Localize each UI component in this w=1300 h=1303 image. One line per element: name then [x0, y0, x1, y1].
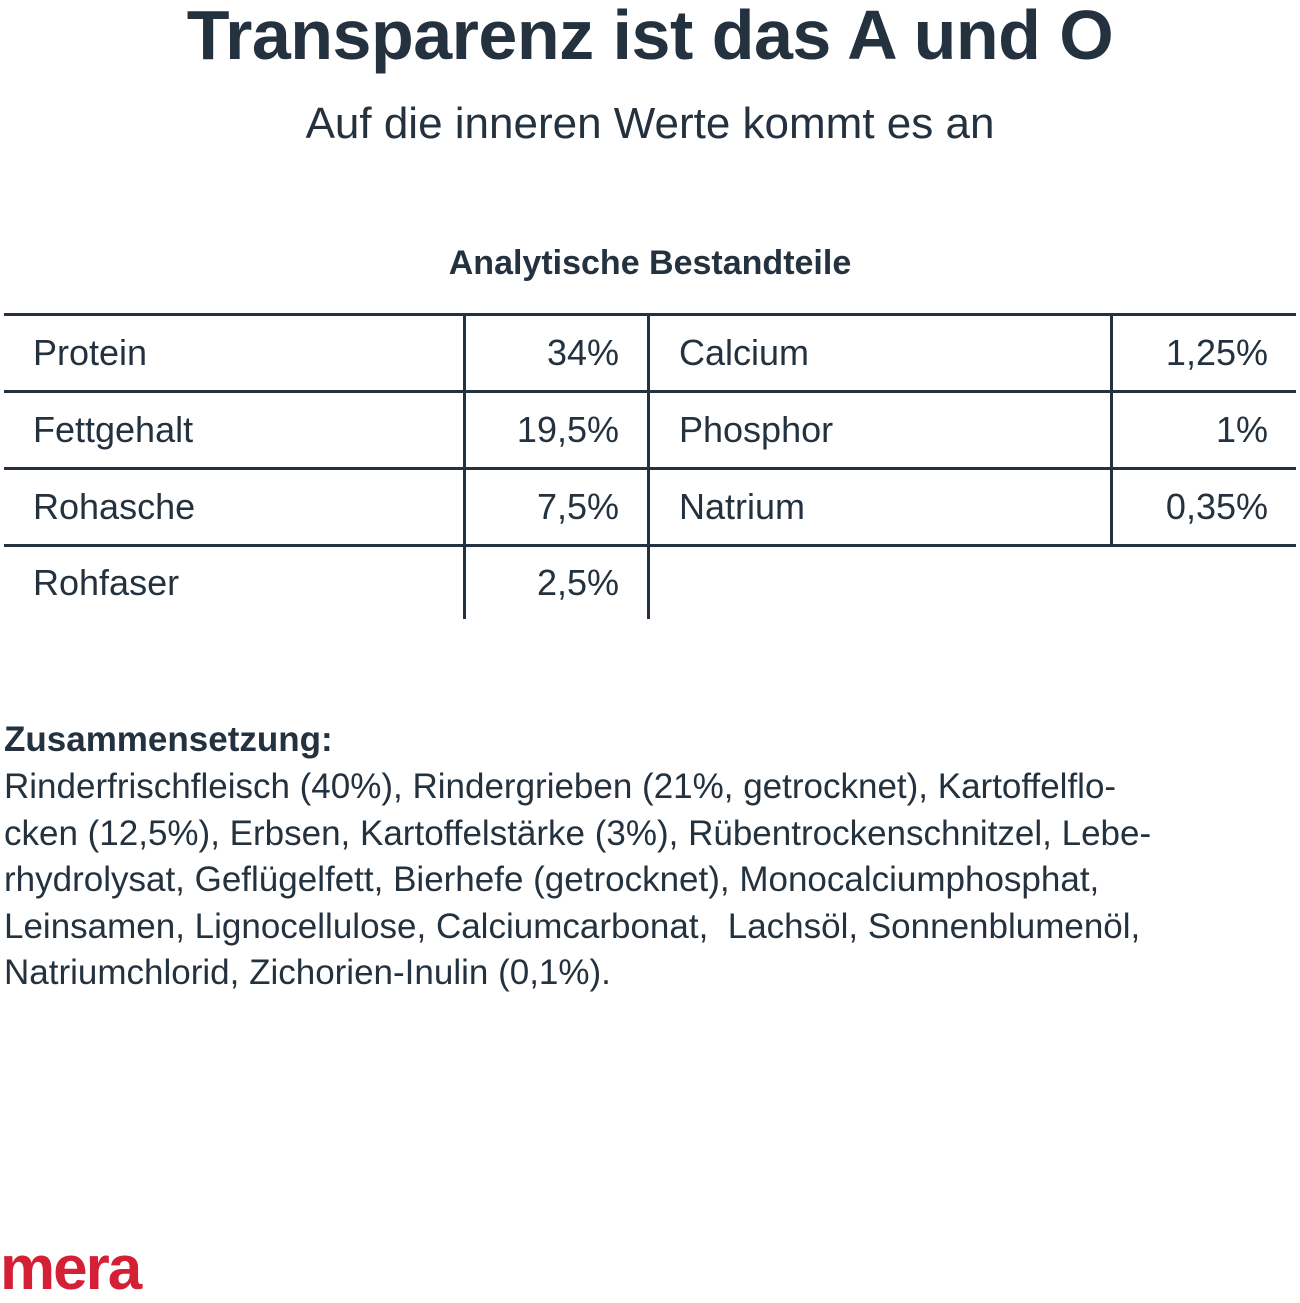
nutrient-label: Fettgehalt [4, 393, 466, 467]
composition-line: Rinderfrischfleisch (40%), Rindergrieben… [4, 767, 1117, 806]
analysis-table-heading: Analytische Bestandteile [448, 244, 852, 282]
nutrient-value: 19,5% [466, 393, 650, 467]
page-subtitle: Auf die inneren Werte kommt es an [305, 99, 995, 148]
table-row: Protein 34% Calcium 1,25% [4, 313, 1296, 390]
nutrient-label: Protein [4, 316, 466, 390]
nutrient-label: Rohfaser [4, 547, 466, 619]
nutrient-label: Rohasche [4, 470, 466, 544]
composition-line: rhydrolysat, Geflügelfett, Bierhefe (get… [4, 860, 1100, 899]
nutrient-label: Phosphor [650, 393, 1113, 467]
nutrient-value: 0,35% [1165, 486, 1268, 527]
composition-heading: Zusammensetzung: [4, 720, 333, 759]
analysis-table: Protein 34% Calcium 1,25% Fettgehalt 19,… [4, 313, 1296, 619]
nutrient-value: 1,25% [1165, 332, 1268, 373]
nutrient-label: Natrium [650, 470, 1113, 544]
page-title: Transparenz ist das A und O [186, 0, 1114, 74]
nutrient-value: 2,5% [466, 547, 650, 619]
table-row: Rohfaser 2,5% [4, 544, 1296, 619]
brand-logo: mera [0, 1234, 142, 1303]
nutrient-value: 7,5% [466, 470, 650, 544]
composition-line: cken (12,5%), Erbsen, Kartoffelstärke (3… [4, 813, 1152, 853]
table-row: Fettgehalt 19,5% Phosphor 1% [4, 390, 1296, 467]
nutrient-value: 1% [1215, 409, 1268, 450]
table-row: Rohasche 7,5% Natrium 0,35% [4, 467, 1296, 544]
composition-line: Natriumchlorid, Zichorien-Inulin (0,1%). [4, 953, 611, 992]
nutrient-label: Calcium [650, 316, 1113, 390]
nutrient-value: 34% [466, 316, 650, 390]
composition-text: Rinderfrischfleisch (40%), Rindergrieben… [4, 764, 1296, 997]
composition-line: Leinsamen, Lignocellulose, Calciumcarbon… [4, 906, 1141, 946]
